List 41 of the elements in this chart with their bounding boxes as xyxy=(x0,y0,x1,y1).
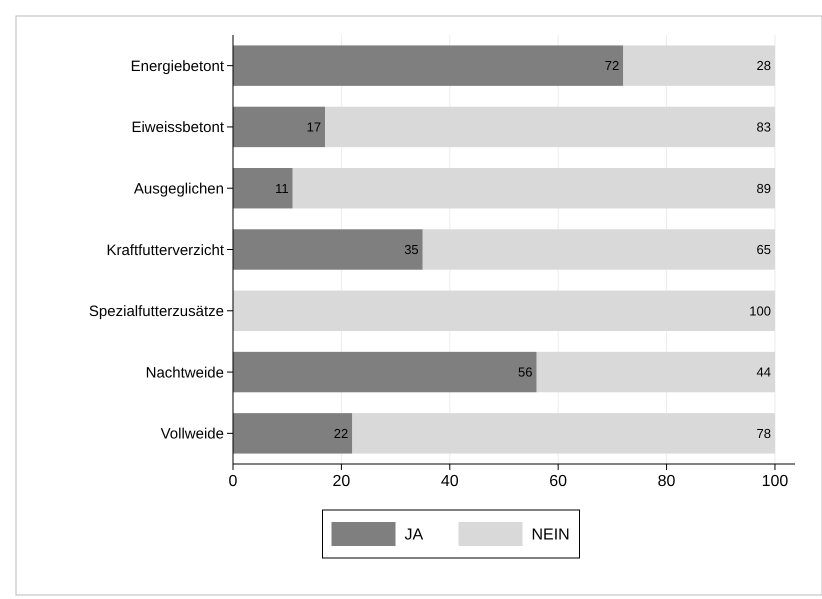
bar xyxy=(292,168,775,208)
data-label: 22 xyxy=(334,426,348,441)
data-label: 78 xyxy=(756,426,771,441)
y-tick-label: Ausgeglichen xyxy=(134,180,224,198)
data-label: 89 xyxy=(756,180,771,196)
x-tick-label: 80 xyxy=(658,473,676,490)
legend-label: NEIN xyxy=(532,526,570,544)
bar xyxy=(352,413,775,454)
y-tick-label: Kraftfutterverzicht xyxy=(106,242,225,259)
data-label: 100 xyxy=(749,303,771,318)
data-label: 35 xyxy=(404,242,419,258)
bar xyxy=(536,352,775,392)
y-tick-label: Eiweissbetont xyxy=(131,119,225,136)
y-tick-label: Energiebetont xyxy=(130,58,225,75)
data-label: 44 xyxy=(756,364,771,380)
bar xyxy=(233,45,624,86)
x-tick-label: 60 xyxy=(549,473,568,490)
x-tick-label: 20 xyxy=(332,473,350,490)
bar xyxy=(233,229,423,270)
bar xyxy=(325,106,775,148)
legend-label: JA xyxy=(404,526,424,544)
y-tick-label: Nachtweide xyxy=(146,364,224,382)
x-tick-label: 100 xyxy=(762,473,788,490)
bar xyxy=(623,45,775,86)
bar xyxy=(233,106,326,148)
y-tick-label: Vollweide xyxy=(160,426,224,443)
bar xyxy=(233,352,536,392)
data-label: 65 xyxy=(756,242,771,258)
bar xyxy=(422,229,775,270)
data-label: 17 xyxy=(306,119,322,134)
x-tick-label: 40 xyxy=(440,473,459,490)
data-label: 83 xyxy=(756,119,771,134)
y-tick-label: Spezialfutterzusätze xyxy=(88,303,224,320)
bar xyxy=(233,290,775,332)
bar xyxy=(233,168,293,208)
data-label: 28 xyxy=(756,58,771,74)
data-label: 11 xyxy=(275,180,289,196)
bar xyxy=(233,413,352,454)
data-label: 72 xyxy=(604,58,620,74)
data-label: 56 xyxy=(518,364,532,380)
x-tick-label: 0 xyxy=(228,473,238,490)
